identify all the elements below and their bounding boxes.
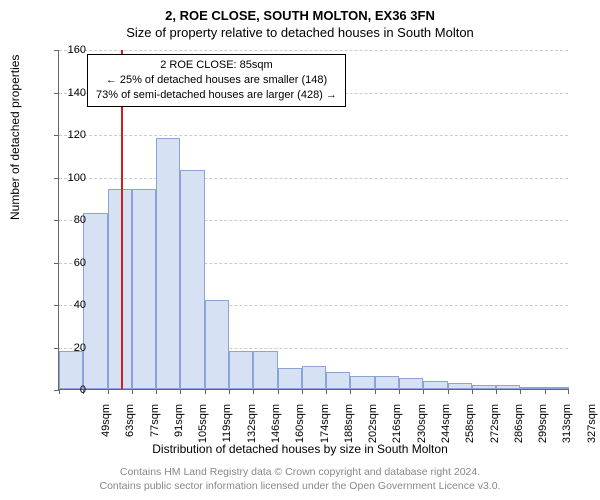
ytick-label: 40: [74, 299, 86, 311]
xtick-label: 327sqm: [586, 404, 598, 454]
page-subtitle: Size of property relative to detached ho…: [0, 23, 600, 44]
ytick-label: 60: [74, 257, 86, 269]
y-axis-label: Number of detached properties: [8, 55, 22, 220]
ytick-mark: [54, 50, 59, 51]
ytick-label: 140: [68, 87, 86, 99]
xtick-label: 77sqm: [149, 404, 161, 454]
xtick-label: 119sqm: [221, 404, 233, 454]
xtick-label: 105sqm: [197, 404, 209, 454]
xtick-mark: [156, 389, 157, 394]
bar: [520, 387, 544, 389]
xtick-mark: [326, 389, 327, 394]
xtick-mark: [132, 389, 133, 394]
xtick-label: 202sqm: [367, 404, 379, 454]
xtick-mark: [545, 389, 546, 394]
xtick-label: 230sqm: [416, 404, 428, 454]
xtick-label: 174sqm: [319, 404, 331, 454]
xtick-label: 132sqm: [246, 404, 258, 454]
ytick-label: 100: [68, 172, 86, 184]
ytick-label: 0: [80, 384, 86, 396]
plot-area: 2 ROE CLOSE: 85sqm← 25% of detached hous…: [58, 50, 568, 390]
bar: [83, 213, 107, 389]
xtick-label: 216sqm: [391, 404, 403, 454]
bar: [278, 368, 302, 389]
xtick-label: 258sqm: [464, 404, 476, 454]
xtick-mark: [108, 389, 109, 394]
xtick-label: 272sqm: [489, 404, 501, 454]
footer-line-2: Contains public sector information licen…: [0, 480, 600, 492]
ytick-mark: [54, 178, 59, 179]
info-box-line: 73% of semi-detached houses are larger (…: [96, 88, 337, 103]
xtick-mark: [472, 389, 473, 394]
xtick-mark: [423, 389, 424, 394]
ytick-mark: [54, 220, 59, 221]
ytick-mark: [54, 135, 59, 136]
xtick-mark: [253, 389, 254, 394]
gridline: [59, 178, 568, 179]
xtick-mark: [496, 389, 497, 394]
bar: [302, 366, 326, 389]
xtick-mark: [278, 389, 279, 394]
xtick-label: 49sqm: [100, 404, 112, 454]
ytick-label: 20: [74, 342, 86, 354]
xtick-mark: [59, 389, 60, 394]
xtick-label: 313sqm: [561, 404, 573, 454]
bar: [472, 385, 496, 389]
info-box-line: ← 25% of detached houses are smaller (14…: [96, 73, 337, 88]
bar: [108, 189, 132, 389]
xtick-mark: [350, 389, 351, 394]
info-box: 2 ROE CLOSE: 85sqm← 25% of detached hous…: [87, 54, 346, 107]
bar: [180, 170, 204, 389]
ytick-label: 80: [74, 214, 86, 226]
xtick-mark: [375, 389, 376, 394]
xtick-label: 146sqm: [270, 404, 282, 454]
plot-inner: 2 ROE CLOSE: 85sqm← 25% of detached hous…: [58, 50, 568, 390]
bar: [545, 387, 569, 389]
footer-line-1: Contains HM Land Registry data © Crown c…: [0, 466, 600, 478]
xtick-label: 160sqm: [294, 404, 306, 454]
xtick-label: 244sqm: [440, 404, 452, 454]
xtick-mark: [568, 389, 569, 394]
xtick-label: 286sqm: [513, 404, 525, 454]
xtick-label: 188sqm: [343, 404, 355, 454]
ytick-mark: [54, 348, 59, 349]
bar: [448, 383, 472, 389]
bar: [375, 376, 399, 389]
gridline: [59, 135, 568, 136]
ytick-mark: [54, 93, 59, 94]
chart-container: 2, ROE CLOSE, SOUTH MOLTON, EX36 3FN Siz…: [0, 0, 600, 500]
xtick-mark: [302, 389, 303, 394]
ytick-label: 160: [68, 44, 86, 56]
xtick-mark: [520, 389, 521, 394]
bar: [496, 385, 520, 389]
ytick-mark: [54, 305, 59, 306]
gridline: [59, 50, 568, 51]
bar: [399, 378, 423, 389]
xtick-mark: [205, 389, 206, 394]
xtick-mark: [180, 389, 181, 394]
xtick-mark: [448, 389, 449, 394]
bar: [423, 381, 447, 390]
ytick-label: 120: [68, 129, 86, 141]
xtick-mark: [399, 389, 400, 394]
bar: [326, 372, 350, 389]
info-box-line: 2 ROE CLOSE: 85sqm: [96, 58, 337, 73]
xtick-label: 63sqm: [124, 404, 136, 454]
bar: [229, 351, 253, 389]
bar: [350, 376, 374, 389]
ytick-mark: [54, 263, 59, 264]
xtick-mark: [229, 389, 230, 394]
xtick-label: 91sqm: [173, 404, 185, 454]
page-title: 2, ROE CLOSE, SOUTH MOLTON, EX36 3FN: [0, 0, 600, 23]
bar: [132, 189, 156, 389]
bar: [156, 138, 180, 389]
xtick-label: 299sqm: [537, 404, 549, 454]
bar: [253, 351, 277, 389]
bar: [205, 300, 229, 389]
